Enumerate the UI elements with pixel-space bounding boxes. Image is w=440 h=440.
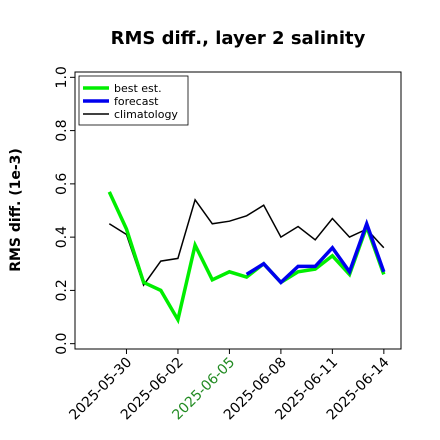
legend-label: forecast [114, 95, 159, 108]
y-tick-label: 0.2 [54, 279, 70, 301]
y-axis-label: RMS diff. (1e-3) [8, 148, 24, 272]
chart-title: RMS diff., layer 2 salinity [111, 28, 366, 49]
series-line-best-est [107, 191, 386, 325]
y-tick-label: 0.0 [54, 333, 70, 355]
y-tick-label: 1.0 [54, 66, 70, 88]
legend-label: climatology [114, 108, 178, 121]
y-tick-label: 0.4 [54, 226, 70, 248]
legend-label: best est. [114, 82, 162, 95]
series-line-climatology [108, 198, 385, 287]
y-tick-label: 0.8 [54, 119, 70, 141]
y-tick-label: 0.6 [54, 173, 70, 195]
series-line-forecast [245, 218, 386, 285]
plot-area [74, 71, 402, 350]
